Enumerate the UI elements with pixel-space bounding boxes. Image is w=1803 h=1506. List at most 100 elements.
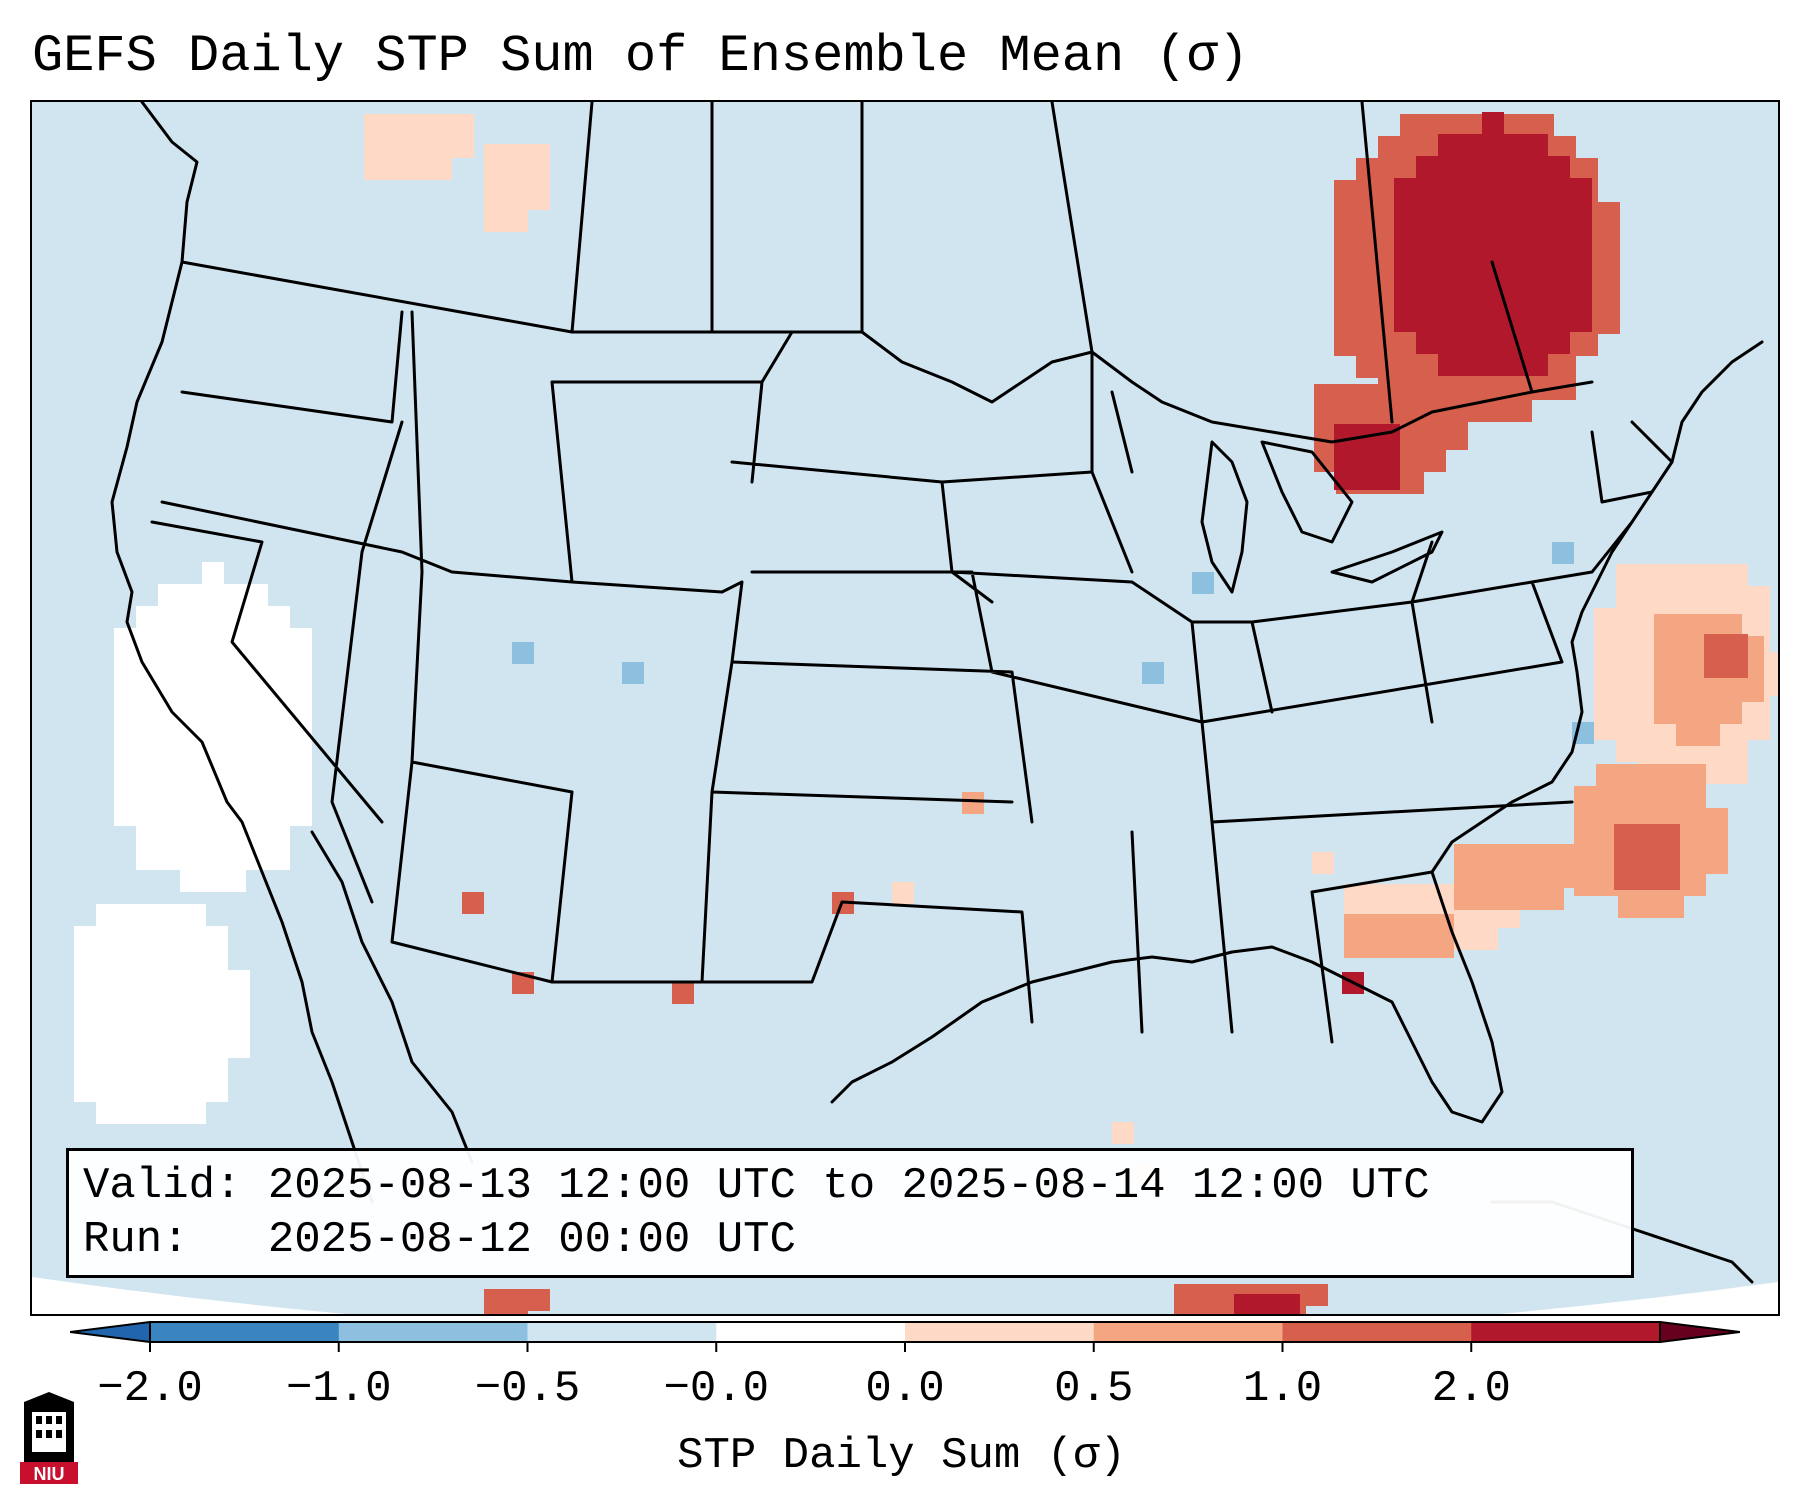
anomaly-cell bbox=[1358, 406, 1380, 428]
anomaly-cell bbox=[96, 970, 118, 992]
anomaly-cell bbox=[246, 716, 268, 738]
anomaly-cell bbox=[1526, 266, 1548, 288]
anomaly-cell bbox=[1416, 310, 1438, 332]
anomaly-cell bbox=[1378, 334, 1400, 356]
anomaly-cell bbox=[96, 1102, 118, 1124]
anomaly-cell bbox=[1358, 384, 1380, 406]
run-time-line: Run: 2025-08-12 00:00 UTC bbox=[83, 1215, 796, 1265]
anomaly-cell bbox=[206, 948, 228, 970]
anomaly-cell bbox=[1526, 288, 1548, 310]
anomaly-cell bbox=[268, 782, 290, 804]
anomaly-cell bbox=[1460, 266, 1482, 288]
anomaly-cell bbox=[1234, 1294, 1256, 1314]
anomaly-cell bbox=[268, 826, 290, 848]
anomaly-cell bbox=[202, 804, 224, 826]
anomaly-cell bbox=[246, 628, 268, 650]
anomaly-cell bbox=[1748, 608, 1770, 630]
anomaly-cell bbox=[1614, 846, 1636, 868]
anomaly-cell bbox=[1334, 290, 1356, 312]
anomaly-cell bbox=[1548, 178, 1570, 200]
anomaly-cell bbox=[158, 804, 180, 826]
anomaly-cell bbox=[1438, 134, 1460, 156]
anomaly-cell bbox=[1380, 384, 1402, 406]
anomaly-cell bbox=[622, 662, 644, 684]
anomaly-cell bbox=[1402, 428, 1424, 450]
anomaly-cell bbox=[136, 694, 158, 716]
anomaly-cell bbox=[1388, 936, 1410, 958]
anomaly-cell bbox=[118, 1102, 140, 1124]
anomaly-cell bbox=[1334, 334, 1356, 356]
anomaly-cell bbox=[1526, 134, 1548, 156]
map-canvas bbox=[32, 102, 1778, 1314]
anomaly-cell bbox=[1416, 332, 1438, 354]
anomaly-cell bbox=[1654, 702, 1676, 724]
anomaly-cell bbox=[246, 760, 268, 782]
anomaly-cell bbox=[1704, 656, 1726, 678]
anomaly-cell bbox=[158, 782, 180, 804]
anomaly-cell bbox=[1698, 680, 1720, 702]
anomaly-cell bbox=[1334, 180, 1356, 202]
anomaly-cell bbox=[1662, 786, 1684, 808]
anomaly-cell bbox=[1388, 884, 1410, 906]
anomaly-cell bbox=[118, 948, 140, 970]
anomaly-cell bbox=[136, 848, 158, 870]
anomaly-cell bbox=[1356, 356, 1378, 378]
anomaly-cell bbox=[1640, 786, 1662, 808]
anomaly-cell bbox=[1594, 608, 1616, 630]
anomaly-cell bbox=[1618, 764, 1640, 786]
anomaly-cell bbox=[184, 1080, 206, 1102]
anomaly-cell bbox=[74, 948, 96, 970]
anomaly-cell bbox=[1552, 542, 1574, 564]
anomaly-cell bbox=[1416, 288, 1438, 310]
anomaly-cell bbox=[1698, 724, 1720, 746]
colorbar bbox=[70, 1320, 1740, 1352]
anomaly-cell bbox=[1684, 764, 1706, 786]
anomaly-cell bbox=[1704, 762, 1726, 784]
anomaly-cell bbox=[96, 904, 118, 926]
anomaly-cell bbox=[1314, 406, 1336, 428]
anomaly-cell bbox=[1548, 266, 1570, 288]
anomaly-cell bbox=[386, 136, 408, 158]
anomaly-cell bbox=[224, 628, 246, 650]
anomaly-cell bbox=[1570, 222, 1592, 244]
anomaly-cell bbox=[528, 188, 550, 210]
colorbar-tick-label: −2.0 bbox=[97, 1364, 203, 1414]
anomaly-cell bbox=[528, 166, 550, 188]
anomaly-cells bbox=[74, 112, 1778, 1314]
anomaly-cell bbox=[1454, 906, 1476, 928]
anomaly-cell bbox=[1402, 406, 1424, 428]
anomaly-cell bbox=[1424, 450, 1446, 472]
anomaly-cell bbox=[184, 1058, 206, 1080]
anomaly-cell bbox=[1314, 428, 1336, 450]
anomaly-cell bbox=[1378, 468, 1400, 490]
anomaly-cell bbox=[1598, 246, 1620, 268]
anomaly-cell bbox=[1526, 244, 1548, 266]
anomaly-cell bbox=[1616, 718, 1638, 740]
atlantic-coastline bbox=[1430, 340, 1764, 874]
anomaly-cell bbox=[1356, 468, 1378, 490]
anomaly-cell bbox=[1454, 928, 1476, 950]
anomaly-cell bbox=[1676, 680, 1698, 702]
anomaly-cell bbox=[1378, 356, 1400, 378]
anomaly-cell bbox=[1726, 740, 1748, 762]
anomaly-cell bbox=[180, 804, 202, 826]
anomaly-cell bbox=[1460, 244, 1482, 266]
anomaly-cell bbox=[224, 694, 246, 716]
anomaly-cell bbox=[386, 158, 408, 180]
anomaly-cell bbox=[1554, 356, 1576, 378]
anomaly-cell bbox=[184, 1102, 206, 1124]
anomaly-cell bbox=[140, 1102, 162, 1124]
anomaly-cell bbox=[1616, 608, 1638, 630]
anomaly-cell bbox=[1548, 222, 1570, 244]
colorbar-tick-label: 0.5 bbox=[1054, 1364, 1134, 1414]
anomaly-cell bbox=[462, 892, 484, 914]
anomaly-cell bbox=[484, 188, 506, 210]
anomaly-cell bbox=[1570, 244, 1592, 266]
anomaly-cell bbox=[1416, 222, 1438, 244]
colorbar-bin bbox=[1093, 1322, 1283, 1342]
anomaly-cell bbox=[1510, 400, 1532, 422]
anomaly-cell bbox=[1526, 354, 1548, 376]
anomaly-cell bbox=[1548, 244, 1570, 266]
anomaly-cell bbox=[1596, 830, 1618, 852]
anomaly-cell bbox=[180, 738, 202, 760]
